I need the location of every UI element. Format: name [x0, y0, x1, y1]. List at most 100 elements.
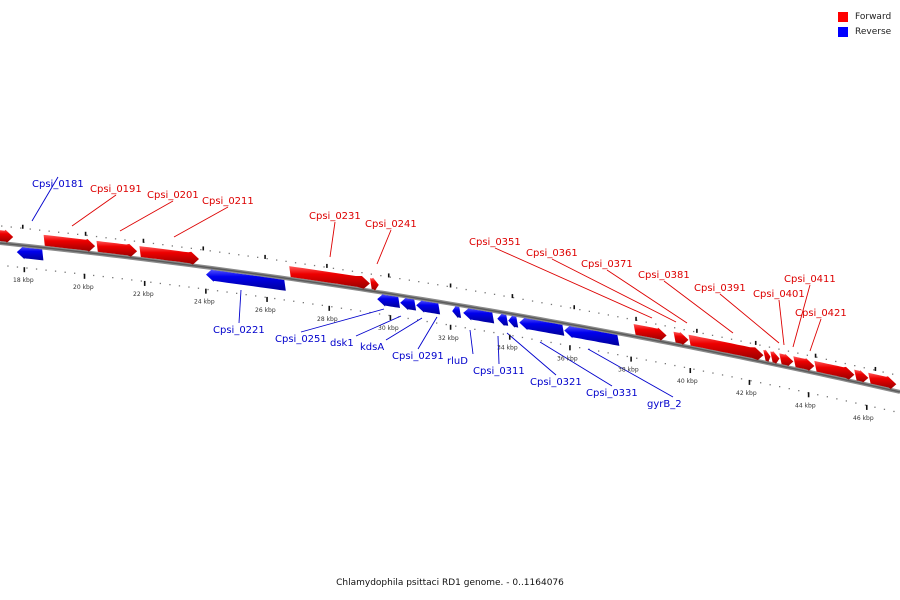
leader-line	[809, 318, 822, 352]
minor-tick-above	[95, 235, 98, 238]
minor-tick-below	[26, 267, 28, 269]
minor-tick-above	[1, 225, 3, 227]
minor-tick-below	[559, 343, 562, 345]
minor-tick-below	[274, 297, 276, 300]
minor-tick-above	[114, 238, 117, 240]
minor-tick-below	[283, 299, 285, 301]
minor-tick-above	[437, 284, 439, 286]
minor-tick-below	[798, 390, 800, 392]
minor-tick-below	[521, 336, 524, 339]
minor-tick-below	[702, 370, 705, 372]
minor-tick-below	[245, 294, 247, 296]
reverse-gene-arrow	[377, 293, 400, 308]
minor-tick-above	[598, 312, 600, 314]
leader-line	[551, 258, 677, 323]
minor-tick-above	[560, 305, 562, 307]
gene-label: Cpsi_0401	[753, 289, 805, 300]
minor-tick-above	[493, 293, 496, 295]
minor-tick-below	[531, 338, 533, 340]
gene-label: dsk1	[330, 338, 354, 349]
forward-gene-arrow	[779, 353, 794, 367]
minor-tick-above	[721, 336, 723, 338]
minor-tick-below	[598, 350, 600, 352]
minor-tick-below	[769, 384, 771, 386]
forward-gene-arrow	[96, 240, 138, 257]
minor-tick-below	[112, 277, 114, 279]
minor-tick-above	[190, 247, 192, 249]
scale-label: 28 kbp	[317, 316, 338, 323]
minor-tick-below	[407, 317, 409, 320]
leader-line	[376, 229, 392, 265]
minor-tick-below	[607, 352, 609, 354]
leader-line	[506, 332, 557, 376]
forward-swatch	[838, 11, 848, 22]
leader-line	[469, 329, 474, 355]
minor-tick-below	[664, 363, 666, 365]
minor-tick-above	[152, 242, 155, 245]
minor-tick-below	[874, 406, 876, 408]
minor-tick-below	[150, 281, 152, 283]
minor-tick-below	[645, 359, 647, 361]
forward-gene-arrow	[633, 324, 667, 341]
minor-tick-above	[749, 342, 752, 344]
minor-tick-above	[759, 344, 761, 346]
forward-gene-arrow	[763, 349, 771, 363]
reverse-gene-arrow	[497, 313, 509, 327]
leader-line	[497, 335, 500, 365]
scale-label: 18 kbp	[13, 277, 34, 284]
minor-tick-above	[67, 232, 69, 234]
leader-line	[300, 308, 385, 333]
minor-tick-below	[340, 307, 343, 309]
minor-tick-below	[445, 323, 447, 326]
minor-tick-above	[768, 346, 771, 348]
gene-label: Cpsi_0221	[213, 325, 265, 336]
tick-marks	[1, 224, 895, 413]
minor-tick-above	[124, 239, 126, 241]
gene-label: Cpsi_0371	[581, 259, 633, 270]
minor-tick-above	[655, 323, 657, 325]
minor-tick-above	[133, 240, 136, 242]
minor-tick-above	[825, 358, 827, 360]
leader-line	[119, 200, 174, 232]
minor-tick-above	[844, 362, 846, 365]
reverse-swatch	[838, 26, 848, 37]
minor-tick-below	[64, 271, 66, 273]
gene-label: Cpsi_0231	[309, 211, 361, 222]
minor-tick-below	[788, 388, 790, 390]
gene-label: rluD	[447, 356, 468, 367]
minor-tick-above	[873, 369, 875, 371]
scale-label: 22 kbp	[133, 291, 154, 298]
minor-tick-above	[730, 338, 733, 340]
minor-tick-below	[312, 303, 314, 305]
forward-gene-arrow	[0, 229, 14, 243]
minor-tick-below	[121, 278, 123, 280]
forward-gene-arrow	[673, 331, 689, 345]
minor-tick-below	[826, 396, 828, 398]
gene-label: Cpsi_0241	[365, 219, 417, 230]
minor-tick-above	[342, 269, 344, 271]
minor-tick-below	[102, 275, 104, 278]
minor-tick-below	[54, 270, 57, 272]
legend-reverse-label: Reverse	[855, 26, 892, 37]
minor-tick-above	[427, 282, 429, 284]
minor-tick-above	[892, 373, 894, 375]
leader-line	[663, 280, 734, 334]
backbone-line	[0, 242, 900, 393]
minor-tick-below	[493, 331, 495, 334]
genome-backbone	[0, 241, 900, 394]
leader-line	[494, 247, 653, 319]
minor-tick-below	[731, 376, 733, 378]
minor-tick-above	[48, 230, 50, 232]
minor-tick-above	[806, 354, 808, 356]
minor-tick-below	[207, 288, 209, 291]
leader-line	[719, 293, 780, 344]
forward-gene-arrow	[289, 266, 370, 289]
minor-tick-below	[760, 382, 762, 384]
forward-gene-arrow	[854, 369, 869, 383]
minor-tick-above	[835, 360, 837, 363]
minor-tick-below	[197, 287, 200, 289]
gene-label: Cpsi_0181	[32, 179, 84, 190]
gene-label: Cpsi_0411	[784, 274, 836, 285]
minor-tick-below	[74, 272, 76, 274]
